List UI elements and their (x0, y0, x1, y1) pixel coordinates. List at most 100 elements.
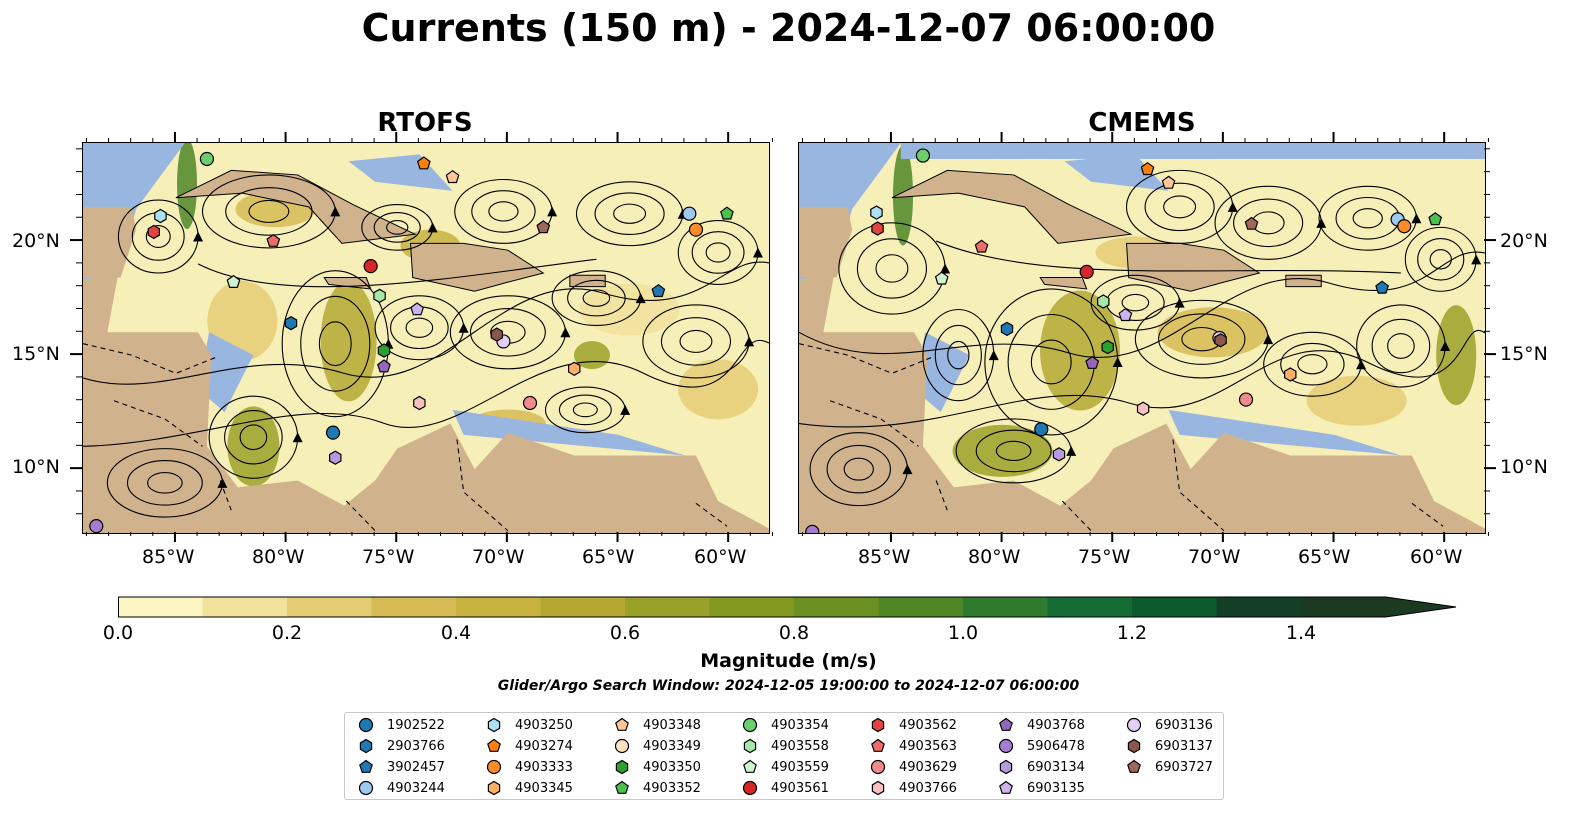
streamline (300, 295, 371, 392)
colorbar-segment (1132, 597, 1217, 617)
legend-label: 4903274 (515, 738, 573, 754)
country-border (456, 439, 509, 532)
float-marker (1127, 738, 1141, 754)
legend-marker-icon (615, 759, 629, 775)
float-marker (358, 717, 374, 733)
streamline-arrow (940, 263, 951, 274)
lon-label: 80°W (252, 546, 305, 568)
float-marker (568, 361, 581, 376)
map-panel-rtofs[interactable] (82, 142, 770, 534)
streamline (1030, 339, 1072, 385)
colorbar-segment (709, 597, 795, 617)
legend-marker-icon (615, 717, 629, 731)
speed-contour (952, 424, 1053, 477)
float-marker (871, 717, 885, 733)
legend-item: 4903561 (741, 778, 829, 798)
legend-item: 3902457 (357, 757, 445, 777)
streamline (1417, 238, 1465, 281)
streamline (239, 424, 268, 451)
streamline (225, 187, 313, 236)
streamline (705, 242, 731, 263)
legend-label: 4903333 (515, 759, 573, 775)
float-marker (359, 759, 373, 773)
legend-label: 4903349 (643, 738, 701, 754)
streamline (995, 440, 1032, 462)
bahamas-bank (1064, 154, 1169, 191)
legend-label: 4903352 (643, 780, 701, 796)
legend-marker-icon (999, 780, 1013, 794)
float-marker (226, 274, 241, 288)
cuba-island (175, 169, 417, 244)
float-marker (614, 738, 630, 754)
legend-label: 4903250 (515, 717, 573, 733)
streamline (799, 251, 1485, 359)
legend-marker-icon (998, 738, 1014, 754)
country-border (829, 400, 919, 447)
float-marker (998, 738, 1014, 754)
float-marker (870, 759, 886, 775)
legend-item: 4903244 (357, 778, 445, 798)
float-marker (742, 780, 758, 796)
float-marker (1140, 161, 1155, 176)
legend-marker-icon (615, 780, 629, 794)
streamline (594, 192, 665, 236)
float-marker (871, 221, 884, 236)
streamline (572, 402, 598, 418)
lat-label: 10°N (1500, 456, 1548, 478)
streamline-arrow (193, 231, 204, 242)
float-marker (358, 780, 374, 796)
float-marker (974, 239, 989, 253)
colorbar-tick-label: 1.2 (1116, 622, 1148, 644)
float-marker (1126, 717, 1142, 733)
legend-item: 5906478 (997, 736, 1085, 756)
colorbar-segment (794, 597, 879, 617)
speed-contour (678, 359, 759, 420)
streamline (488, 201, 519, 222)
colorbar-tick-label: 0.6 (609, 622, 641, 644)
legend-marker-icon (743, 759, 757, 773)
streamline (856, 238, 928, 299)
panel-title-rtofs: RTOFS (377, 108, 473, 138)
streamline (147, 472, 183, 494)
legend-marker-icon (999, 759, 1013, 775)
streamline (373, 212, 421, 243)
legend-item: 4903558 (741, 736, 829, 756)
lon-label: 85°W (142, 546, 195, 568)
lat-label: 10°N (12, 456, 60, 478)
float-marker (999, 759, 1013, 775)
country-border (695, 502, 728, 527)
float-marker (1079, 264, 1094, 279)
streamline-arrow (1440, 340, 1451, 351)
legend-marker-icon (870, 759, 886, 775)
float-marker (377, 343, 391, 358)
float-marker (1375, 280, 1390, 294)
legend-label: 4903562 (899, 717, 957, 733)
colorbar (118, 596, 1457, 618)
map-panel-cmems[interactable] (798, 142, 1486, 534)
speed-contour (1157, 307, 1268, 358)
float-marker (1284, 367, 1297, 382)
streamline (386, 219, 409, 235)
axis-ticks (70, 132, 1496, 542)
float-marker (871, 738, 885, 752)
lon-label: 65°W (1298, 546, 1351, 568)
country-border (1411, 502, 1444, 527)
legend-marker-icon (359, 759, 373, 773)
streamline (1387, 333, 1415, 359)
legend-marker-icon (487, 780, 501, 796)
float-marker (487, 780, 501, 796)
streamline-arrow (1263, 334, 1274, 345)
streamline (471, 190, 536, 233)
float-marker (999, 780, 1013, 794)
streamline-arrow (560, 327, 571, 338)
legend-item: 4903345 (485, 778, 573, 798)
legend-label: 6903135 (1027, 780, 1085, 796)
figure-title: Currents (150 m) - 2024-12-07 06:00:00 (361, 6, 1216, 50)
lon-label: 65°W (582, 546, 635, 568)
streamline (934, 324, 982, 386)
streamline (843, 457, 874, 481)
legend-item: 6903137 (1125, 736, 1213, 756)
float-marker (915, 148, 931, 163)
legend-item: 4903562 (869, 715, 957, 735)
float-marker (743, 738, 757, 754)
